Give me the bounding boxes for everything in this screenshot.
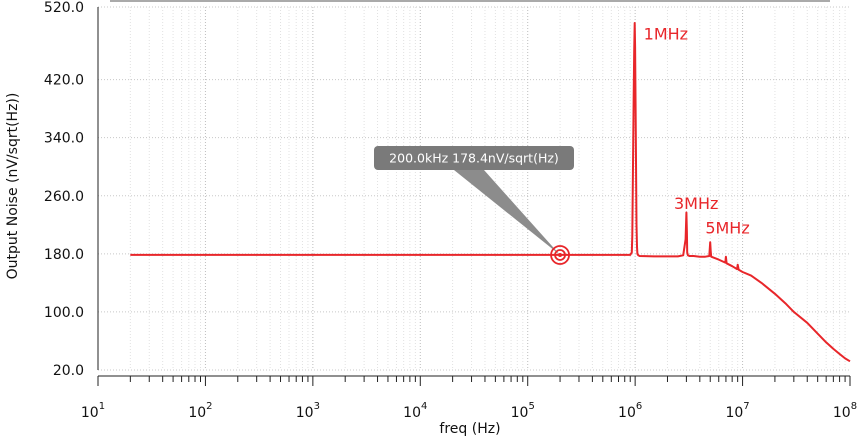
marker-callout[interactable]: 200.0kHz 178.4nV/sqrt(Hz)	[374, 146, 574, 265]
callout-pointer	[454, 170, 561, 256]
x-tick-label: 101	[81, 401, 105, 421]
plot-area	[98, 7, 850, 370]
marker-ring-inner	[554, 249, 566, 261]
grid	[98, 6, 850, 371]
marker-ring-outer	[550, 245, 570, 265]
callout-box	[374, 146, 574, 170]
y-axis: 20.0 100.0 180.0 260.0 340.0 420.0 520.0	[44, 0, 84, 379]
y-tick-label: 20.0	[53, 363, 84, 379]
peak-label: 5MHz	[705, 219, 749, 238]
x-tick-label: 105	[511, 401, 535, 421]
peak-label: 1MHz	[644, 25, 688, 44]
x-tick-label: 106	[618, 401, 642, 421]
y-axis-title: Output Noise (nV/sqrt(Hz))	[5, 93, 21, 280]
x-tick-label: 107	[725, 401, 749, 421]
y-tick-label: 260.0	[44, 189, 84, 205]
x-tick-label: 108	[833, 401, 857, 421]
marker-dot	[558, 253, 563, 258]
annotations: 1MHz 3MHz 5MHz	[644, 25, 750, 238]
y-tick-label: 340.0	[44, 131, 84, 147]
series-line	[130, 22, 851, 363]
x-tick-label: 102	[188, 401, 212, 421]
x-tick-label: 104	[403, 401, 427, 421]
y-tick-label: 520.0	[44, 0, 84, 16]
x-tick-label: 103	[296, 401, 320, 421]
y-tick-label: 420.0	[44, 73, 84, 89]
callout-text: 200.0kHz 178.4nV/sqrt(Hz)	[389, 151, 559, 166]
y-tick-label: 180.0	[44, 247, 84, 263]
x-axis: 101 102 103 104 105 106 107 108	[81, 0, 857, 421]
y-tick-label: 100.0	[44, 305, 84, 321]
peak-label: 3MHz	[674, 194, 718, 213]
x-axis-title: freq (Hz)	[439, 421, 500, 437]
